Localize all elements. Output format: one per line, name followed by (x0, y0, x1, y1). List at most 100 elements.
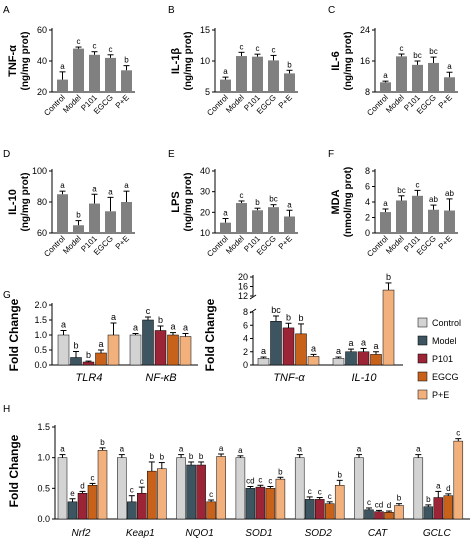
panel-g-right-ytick-label: 8 (243, 307, 248, 317)
panel-g-left-sig-letter: b (158, 315, 163, 325)
panel-a-sig-letter: c (109, 45, 113, 54)
panel-c-bar (396, 56, 407, 92)
panel-e-ytick-label: 40 (200, 166, 210, 176)
panel-g-left-sig-letter: b (86, 350, 91, 360)
panel-h-ytick-label: 1.0 (37, 453, 50, 463)
panel-h-bar (265, 488, 276, 520)
panel-b-bar (268, 60, 279, 92)
panel-h-sig-letter: c (456, 429, 460, 438)
panel-a-bar (121, 70, 132, 92)
panel-h-sig-letter: b (426, 495, 431, 504)
panel-d-bar (57, 194, 68, 233)
panel-g-left-bar (129, 334, 142, 366)
panel-c-sig-letter: a (447, 62, 452, 71)
panel-e-letter: E (168, 149, 175, 160)
panel-h-sig-letter: c (140, 477, 144, 486)
panel-g-left-ylabel: Fold Change (7, 298, 21, 371)
panel-b-bar (236, 56, 247, 92)
panel-h-bar (57, 457, 68, 520)
panel-h-sig-letter: c (308, 487, 312, 496)
panel-h-sig-letter: e (70, 489, 75, 498)
panel-h-bar (304, 499, 315, 520)
panel-h-bar (176, 457, 186, 520)
panel-c-ytick-label: 16 (360, 56, 370, 66)
panel-h-bar (433, 497, 444, 520)
panel-h-bar (413, 457, 424, 520)
panel-g-letter: G (3, 290, 11, 301)
panel-h-bar (354, 457, 364, 520)
panel-g-left-bar (167, 334, 179, 366)
panel-h-sig-letter: b (160, 453, 165, 462)
panel-a-bar (105, 57, 116, 92)
panel-e-sig-letter: a (287, 200, 292, 209)
panel-h-bar (364, 509, 374, 520)
panel-f-bar (412, 195, 423, 233)
panel-g-left-bar (107, 334, 120, 366)
panel-g-right-bar (295, 333, 307, 366)
panel-h-sig-letter: a (357, 445, 362, 454)
panel-h-sig-letter: b (337, 470, 342, 479)
panel-h-sig-letter: a (179, 445, 184, 454)
panel-h-ytick-label: 0.5 (37, 483, 50, 493)
panel-h-bar (206, 501, 216, 520)
panel-h-sig-letter: b (189, 452, 194, 461)
panel-h-bar (216, 456, 226, 520)
panel-d-sig-letter: b (76, 211, 81, 220)
panel-b-xtick-label: P+E (277, 93, 294, 110)
panel-g-right-sig-letter: a (348, 338, 353, 348)
panel-b-bar (220, 79, 231, 92)
panel-h-ylabel: Fold Change (7, 434, 21, 507)
panel-d-sig-letter: a (108, 187, 113, 196)
panel-h-sig-letter: a (219, 444, 224, 453)
panel-g-right-sig-letter: b (386, 272, 391, 282)
panel-h-sig-letter: b (150, 452, 155, 461)
panel-d-bar (121, 202, 132, 233)
panel-b-bar (252, 56, 263, 92)
panel-f-ylabel: MDA (330, 189, 342, 214)
panel-e-bar (252, 210, 263, 233)
panel-e-sig-letter: a (223, 209, 228, 218)
panel-h-category-label: SOD2 (305, 528, 333, 539)
panel-d-ytick-label: 80 (37, 197, 47, 207)
panel-f-sig-letter: ab (445, 189, 454, 198)
panel-h-category-label: Nrf2 (72, 528, 91, 539)
panel-e-bar (284, 216, 295, 233)
panel-h-bar (443, 495, 454, 520)
panel-a-ytick-label: 20 (37, 87, 47, 97)
panel-g-left-sig-letter: b (73, 341, 78, 351)
panel-h-bar (453, 440, 464, 520)
panel-a-sig-letter: c (77, 37, 81, 46)
panel-g-right-category-label: IL-10 (351, 372, 377, 384)
panel-b-sig-letter: c (240, 42, 244, 51)
panel-h-sig-letter: c (91, 473, 95, 482)
panel-c-bar (380, 82, 391, 92)
panel-d-ytick-label: 60 (37, 228, 47, 238)
panel-g-right-axis-break-mark (249, 294, 257, 300)
panel-c-letter: C (328, 5, 335, 16)
panel-b-sig-letter: b (287, 60, 292, 69)
panel-g-right-ytick-label: 6 (243, 320, 248, 330)
panel-a-sig-letter: c (93, 42, 97, 51)
panel-g-left-ytick-label: 0.5 (34, 345, 47, 355)
panel-h-sig-letter: c (268, 476, 272, 485)
panel-a-ytick-label: 60 (37, 25, 47, 35)
panel-e-bar (220, 222, 231, 233)
panel-c-ytick-label: 8 (365, 87, 370, 97)
panel-h-ytick-label: 0.0 (37, 514, 50, 524)
panel-f-xtick-label: P+E (437, 234, 454, 251)
panel-h-sig-letter: c (258, 475, 262, 484)
panel-g-right-ytick-label: 2 (243, 347, 248, 357)
panel-h-sig-letter: cd (375, 500, 383, 509)
panel-f-bar (380, 212, 391, 233)
panel-e-bar (268, 207, 279, 233)
panel-f-ytick-label: 8 (365, 166, 370, 176)
panel-h-bar (117, 457, 127, 520)
panel-h-sig-letter: b (397, 494, 402, 503)
panel-g-left-bar (95, 352, 107, 366)
panel-g-left-ytick-label: 1.5 (34, 315, 47, 325)
panel-h-category-label: NQO1 (185, 528, 213, 539)
panel-f-bar (428, 209, 439, 233)
panel-g-right-sig-letter: a (336, 346, 341, 356)
panel-h-bar (235, 457, 246, 520)
